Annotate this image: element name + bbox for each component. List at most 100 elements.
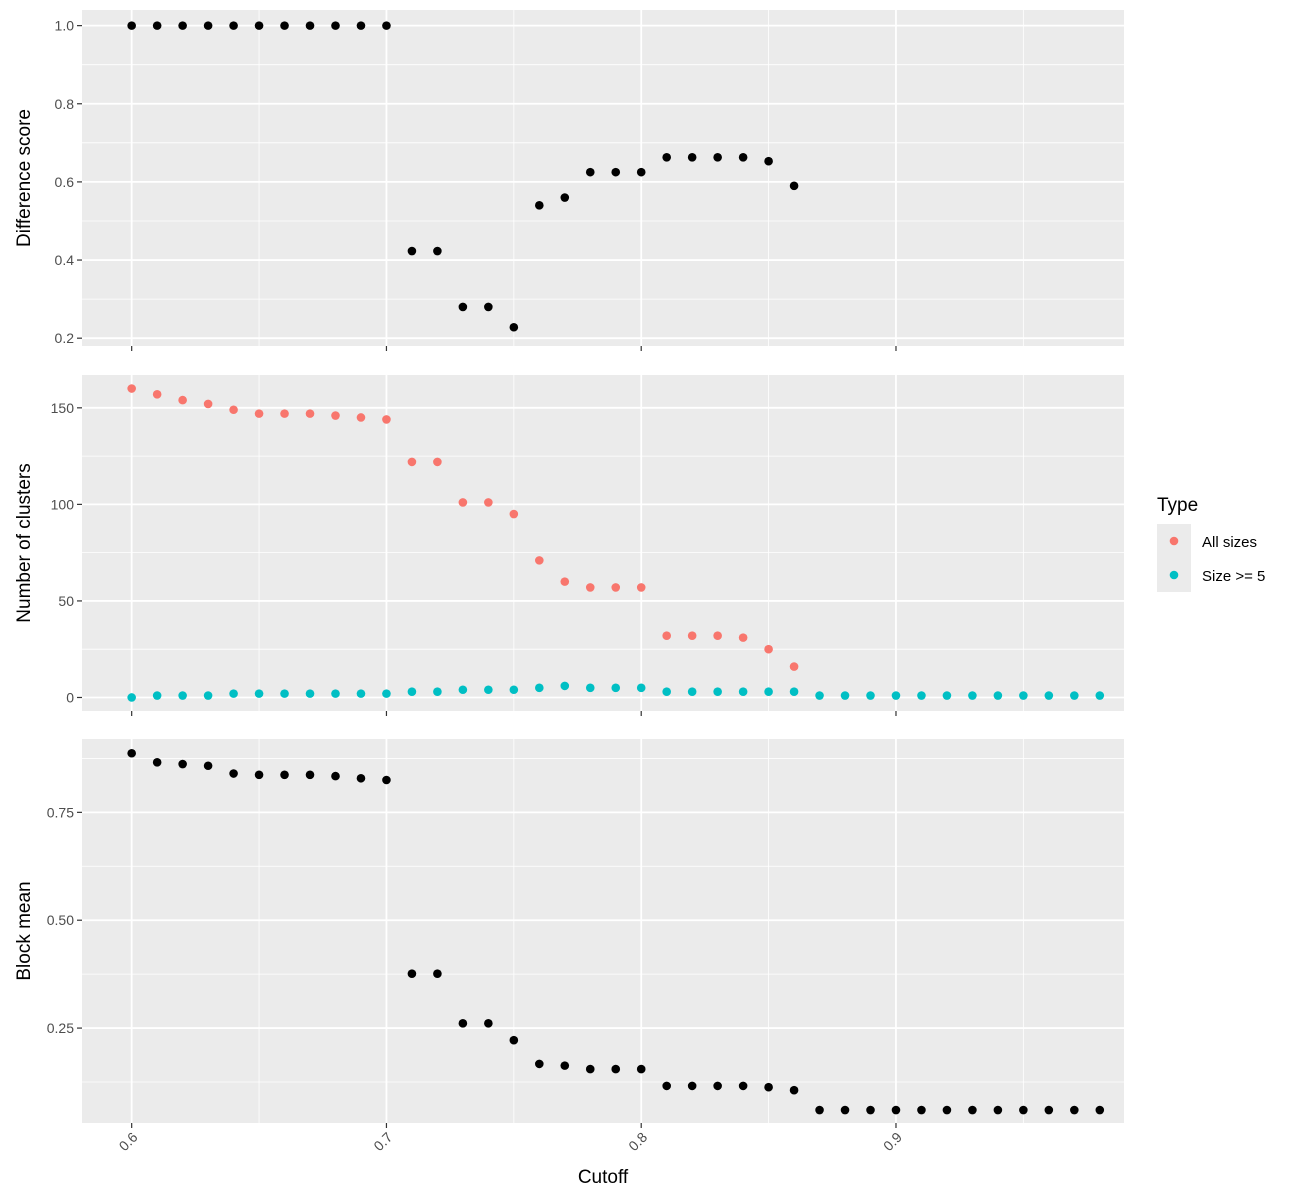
data-point xyxy=(1095,1105,1105,1115)
data-point xyxy=(382,415,391,424)
data-point xyxy=(407,687,417,696)
data-point xyxy=(254,409,264,418)
data-point xyxy=(968,691,977,700)
data-point xyxy=(764,156,773,166)
data-point xyxy=(993,691,1003,700)
data-point xyxy=(407,969,417,979)
data-point xyxy=(636,1064,646,1074)
data-point xyxy=(611,683,621,693)
data-point xyxy=(509,1035,519,1045)
data-point xyxy=(840,691,850,700)
data-point xyxy=(815,691,824,700)
series-all-sizes xyxy=(127,384,799,671)
data-point xyxy=(560,193,570,202)
data-point xyxy=(738,152,748,162)
x-tick-label: 0.9 xyxy=(880,1129,905,1154)
data-point xyxy=(942,691,952,700)
legend-key-point xyxy=(1169,570,1179,580)
data-point xyxy=(1070,691,1079,700)
x-tick-label: 0.7 xyxy=(370,1129,395,1154)
y-tick-label: 0.4 xyxy=(55,252,75,268)
legend: Type All sizes Size >= 5 xyxy=(1157,495,1265,592)
series-size-5 xyxy=(127,681,1105,702)
y-axis-title: Difference score xyxy=(14,109,35,247)
data-point xyxy=(1070,1105,1079,1115)
data-point xyxy=(229,21,238,30)
data-point xyxy=(331,689,340,698)
data-point xyxy=(152,21,162,30)
data-point xyxy=(280,770,289,780)
data-point xyxy=(535,683,544,693)
data-point xyxy=(585,1064,595,1074)
y-tick-label: 0.75 xyxy=(47,804,74,820)
data-point xyxy=(229,689,238,698)
y-tick-label: 150 xyxy=(51,400,75,416)
data-point xyxy=(738,687,748,696)
data-point xyxy=(178,21,187,30)
data-point xyxy=(356,21,366,30)
data-point xyxy=(687,152,697,162)
y-tick-label: 0 xyxy=(66,689,74,705)
data-point xyxy=(203,399,213,409)
data-point xyxy=(687,631,697,640)
data-point xyxy=(713,152,722,162)
data-point xyxy=(280,409,289,418)
data-point xyxy=(611,583,621,592)
data-point xyxy=(585,683,595,693)
data-point xyxy=(535,1059,544,1069)
data-point xyxy=(254,770,264,780)
series-points xyxy=(127,21,799,332)
data-point xyxy=(662,631,671,640)
data-point xyxy=(866,691,875,700)
y-tick-label: 100 xyxy=(51,496,75,512)
legend-key-point xyxy=(1169,536,1179,546)
x-axis-title: Cutoff xyxy=(578,1167,629,1188)
y-tick-label: 1.0 xyxy=(55,18,75,34)
data-point xyxy=(866,1105,875,1115)
x-tick-label: 0.6 xyxy=(116,1129,141,1154)
y-tick-label: 0.8 xyxy=(55,96,75,112)
data-point xyxy=(585,167,595,177)
data-point xyxy=(738,1081,748,1091)
data-point xyxy=(433,246,442,256)
data-point xyxy=(433,687,442,696)
facet-panel-2: 0 50 100 150 Number of clusters xyxy=(14,375,1124,716)
data-point xyxy=(484,685,493,695)
y-tick-label: 0.6 xyxy=(55,174,75,190)
data-point xyxy=(509,509,519,519)
data-point xyxy=(764,644,773,654)
data-point xyxy=(917,691,926,700)
data-point xyxy=(433,969,442,979)
data-point xyxy=(407,457,417,467)
data-point xyxy=(891,691,901,700)
data-point xyxy=(968,1105,977,1115)
y-axis-title: Number of clusters xyxy=(14,463,35,622)
legend-title: Type xyxy=(1157,495,1198,516)
data-point xyxy=(305,21,315,30)
data-point xyxy=(203,21,213,30)
panel-background xyxy=(82,10,1124,346)
data-point xyxy=(509,685,519,695)
data-point xyxy=(305,409,315,418)
data-point xyxy=(229,769,238,778)
data-point xyxy=(127,384,136,393)
data-point xyxy=(127,748,136,758)
data-point xyxy=(127,21,136,30)
data-point xyxy=(636,167,646,177)
data-point xyxy=(560,577,570,586)
data-point xyxy=(1044,691,1054,700)
y-tick-label: 0.50 xyxy=(47,912,74,928)
data-point xyxy=(458,1019,468,1028)
data-point xyxy=(331,771,340,781)
data-point xyxy=(1019,1105,1028,1115)
data-point xyxy=(382,775,391,785)
data-point xyxy=(305,770,315,780)
data-point xyxy=(687,687,697,696)
data-point xyxy=(713,631,722,640)
data-point xyxy=(280,21,289,30)
data-point xyxy=(356,689,366,698)
data-point xyxy=(764,687,773,696)
x-tick-label: 0.8 xyxy=(625,1129,650,1154)
data-point xyxy=(203,691,213,700)
data-point xyxy=(993,1105,1003,1115)
